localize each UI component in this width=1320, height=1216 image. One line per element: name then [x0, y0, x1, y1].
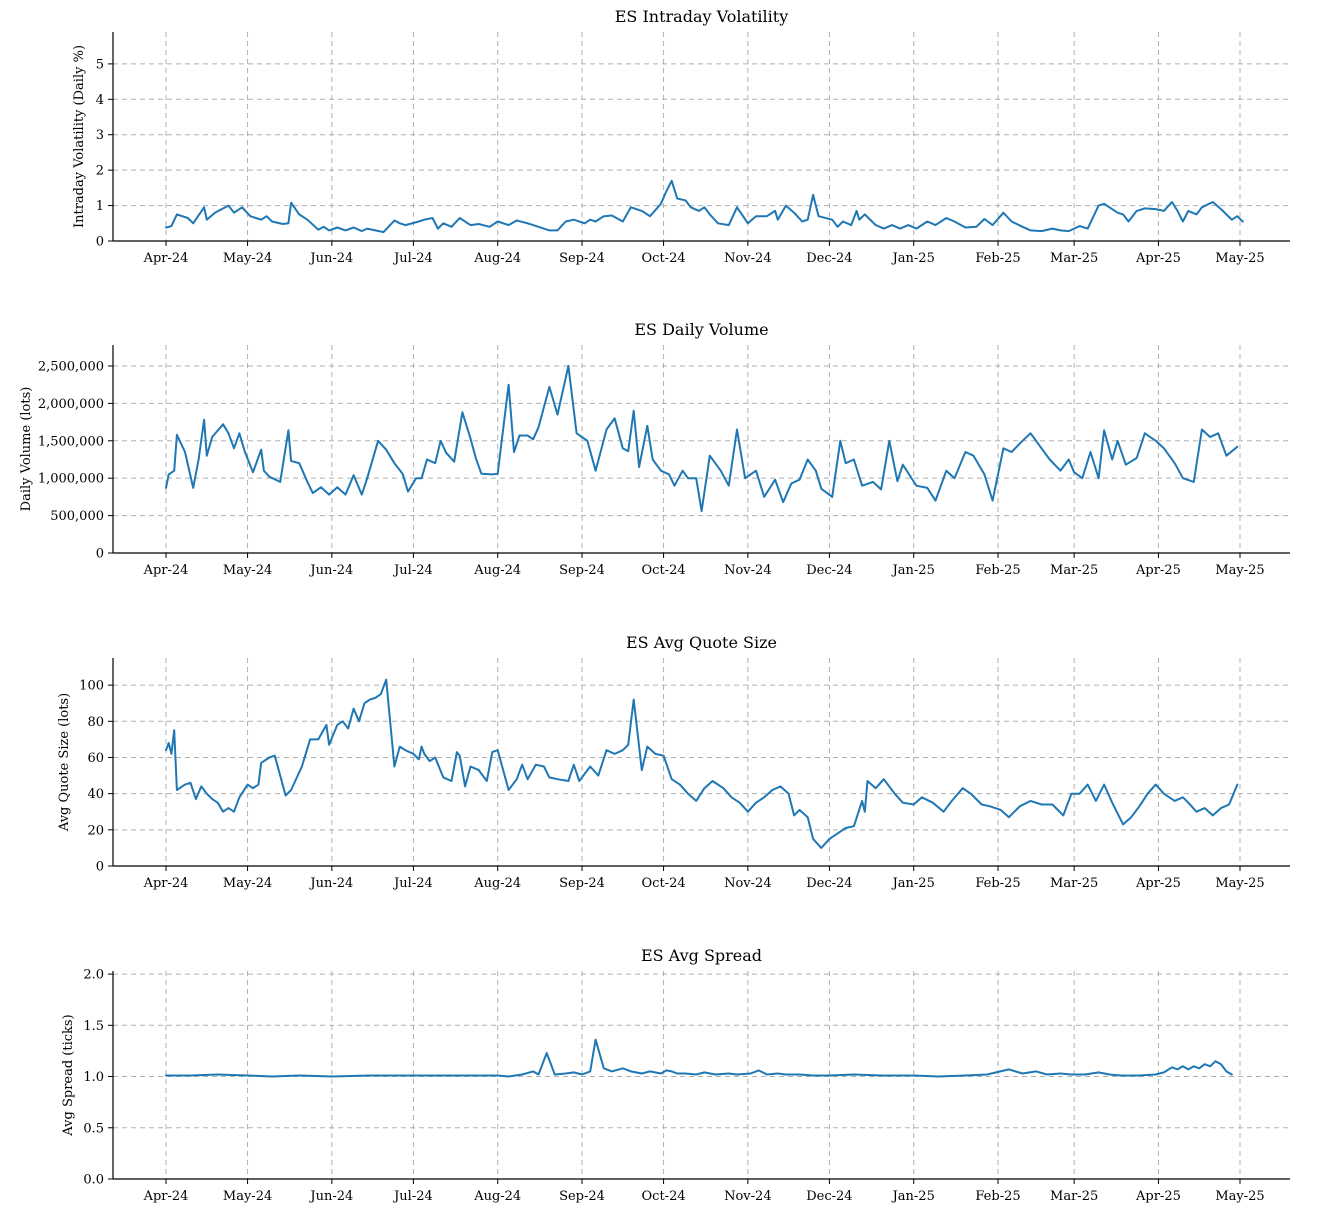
chart-panel-3: ES Avg Quote Size Avg Quote Size (lots) 0 2…	[57, 633, 1290, 891]
y-tick-label: 2,500,000	[38, 359, 104, 374]
x-tick-label: Dec-24	[806, 1189, 852, 1204]
y-tick-label: 500,000	[50, 509, 104, 524]
x-tick-label: Jun-24	[308, 1189, 353, 1204]
x-tick-label: Sep-24	[559, 1189, 605, 1204]
x-tick-label: Apr-25	[1135, 563, 1181, 578]
x-tick-label: Aug-24	[473, 563, 521, 578]
y-axis-label: Avg Spread (ticks)	[61, 1014, 76, 1136]
y-tick-label: 2.0	[83, 968, 104, 983]
y-tick-label: 0	[96, 235, 104, 250]
chart-panel-1: ES Intraday Volatility Intraday Volatilit…	[72, 7, 1290, 266]
y-tick-label: 1	[96, 199, 104, 214]
x-tick-label: May-24	[223, 1189, 272, 1204]
x-tick-label: Jan-25	[891, 563, 935, 578]
y-tick-label: 5	[96, 57, 104, 72]
chart-panel-2: ES Daily Volume Daily Volume (lots) 0 500,0…	[19, 320, 1290, 578]
x-tick-label: Apr-25	[1135, 251, 1181, 266]
x-tick-label: Jun-24	[308, 876, 353, 891]
x-tick-label: Aug-24	[473, 1189, 521, 1204]
x-tick-label: Dec-24	[806, 563, 852, 578]
x-tick-label: May-25	[1215, 563, 1264, 578]
x-tick-label: Aug-24	[473, 251, 521, 266]
y-tick-label: 0.0	[83, 1173, 104, 1188]
series-line-1	[165, 364, 1239, 513]
x-tick-label: Nov-24	[724, 1189, 771, 1204]
x-tick-label: Apr-24	[143, 563, 189, 578]
y-tick-label: 60	[87, 751, 104, 766]
y-tick-label: 3	[96, 128, 104, 143]
x-tick-label: Feb-25	[975, 563, 1020, 578]
y-tick-label: 80	[87, 715, 104, 730]
x-tick-label: Dec-24	[806, 251, 852, 266]
x-tick-label: May-24	[223, 251, 272, 266]
x-tick-label: May-25	[1215, 251, 1264, 266]
x-tick-label: Nov-24	[724, 251, 771, 266]
y-tick-label: 20	[87, 823, 104, 838]
x-tick-label: Feb-25	[975, 251, 1020, 266]
x-tick-label: Feb-25	[975, 1189, 1020, 1204]
x-tick-label: May-24	[223, 876, 272, 891]
x-tick-label: Apr-24	[143, 1189, 189, 1204]
x-tick-label: Dec-24	[806, 876, 852, 891]
x-tick-label: Mar-25	[1050, 563, 1098, 578]
x-tick-label: Oct-24	[642, 1189, 686, 1204]
y-tick-label: 0	[96, 547, 104, 562]
y-tick-label: 1,500,000	[38, 434, 104, 449]
series-line-1	[165, 179, 1244, 234]
x-tick-label: Aug-24	[473, 876, 521, 891]
x-tick-label: Jan-25	[891, 876, 935, 891]
x-tick-label: Feb-25	[975, 876, 1020, 891]
x-tick-label: Jun-24	[308, 563, 353, 578]
y-tick-label: 2	[96, 164, 104, 179]
y-tick-label: 1.0	[83, 1070, 104, 1085]
y-tick-label: 2,000,000	[38, 397, 104, 412]
x-tick-label: Jun-24	[308, 251, 353, 266]
y-tick-label: 4	[96, 93, 104, 108]
x-tick-label: Sep-24	[559, 876, 605, 891]
y-tick-label: 40	[87, 787, 104, 802]
series-line-1	[165, 1038, 1233, 1078]
x-tick-label: Mar-25	[1050, 1189, 1098, 1204]
x-tick-label: May-25	[1215, 1189, 1264, 1204]
x-tick-label: Apr-24	[143, 876, 189, 891]
y-axis-label: Intraday Volatility (Daily %)	[72, 45, 87, 228]
x-tick-label: Nov-24	[724, 563, 771, 578]
x-tick-label: Sep-24	[559, 563, 605, 578]
x-tick-label: Jul-24	[392, 1189, 433, 1204]
y-tick-label: 1,000,000	[38, 472, 104, 487]
x-tick-label: Sep-24	[559, 251, 605, 266]
chart-title: ES Intraday Volatility	[615, 7, 789, 26]
x-tick-label: Jul-24	[392, 251, 433, 266]
chart-title: ES Daily Volume	[634, 320, 768, 339]
x-tick-label: Apr-24	[143, 251, 189, 266]
y-tick-label: 1.5	[83, 1019, 104, 1034]
x-tick-label: Jul-24	[392, 876, 433, 891]
y-axis-label: Daily Volume (lots)	[19, 387, 34, 512]
x-tick-label: Mar-25	[1050, 876, 1098, 891]
chart-title: ES Avg Quote Size	[626, 633, 777, 652]
x-tick-label: Jan-25	[891, 1189, 935, 1204]
x-tick-label: Apr-25	[1135, 876, 1181, 891]
x-tick-label: May-24	[223, 563, 272, 578]
y-tick-label: 0	[96, 860, 104, 875]
x-tick-label: Oct-24	[642, 876, 686, 891]
chart-panel-4: ES Avg Spread Avg Spread (ticks) 0.0 0.5 1.0…	[61, 946, 1290, 1204]
chart-title: ES Avg Spread	[641, 946, 762, 965]
y-tick-label: 100	[79, 679, 104, 694]
x-tick-label: May-25	[1215, 876, 1264, 891]
x-tick-label: Jan-25	[891, 251, 935, 266]
series-line-1	[165, 678, 1239, 849]
x-tick-label: Oct-24	[642, 563, 686, 578]
x-tick-label: Nov-24	[724, 876, 771, 891]
x-tick-label: Apr-25	[1135, 1189, 1181, 1204]
x-tick-label: Oct-24	[642, 251, 686, 266]
y-tick-label: 0.5	[83, 1121, 104, 1136]
x-tick-label: Jul-24	[392, 563, 433, 578]
x-tick-label: Mar-25	[1050, 251, 1098, 266]
y-axis-label: Avg Quote Size (lots)	[57, 693, 72, 832]
